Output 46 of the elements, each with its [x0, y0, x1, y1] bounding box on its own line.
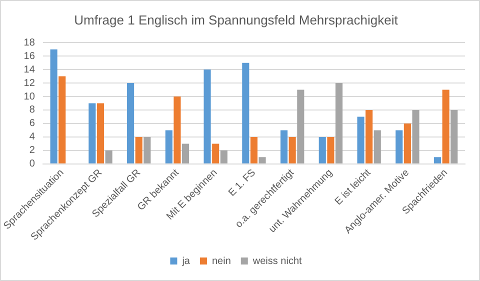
chart-title: Umfrage 1 Englisch im Spannungsfeld Mehrsprachigkeit: [74, 12, 398, 28]
bar: [220, 150, 228, 164]
bar: [96, 103, 104, 164]
legend-label: nein: [212, 256, 231, 267]
bar: [50, 49, 58, 164]
bar: [165, 130, 172, 164]
bar: [357, 116, 364, 164]
y-tick-label: 14: [24, 64, 36, 76]
bar: [174, 96, 181, 164]
bar: [88, 103, 96, 164]
y-tick-label: 18: [24, 37, 36, 48]
y-tick-label: 4: [29, 132, 36, 143]
bar: [297, 90, 304, 164]
bar: [204, 70, 211, 164]
bar: [288, 136, 296, 164]
bar: [144, 136, 151, 164]
bar: [450, 110, 458, 164]
y-tick-label: 6: [29, 118, 36, 130]
bar: [242, 62, 250, 164]
y-tick-label: 16: [24, 50, 36, 62]
y-tick-label: 2: [29, 145, 36, 156]
bar: [434, 157, 442, 164]
bar: [105, 150, 112, 164]
bar: [212, 144, 220, 164]
bar: [442, 90, 450, 164]
bar: [327, 136, 334, 164]
bar: [335, 83, 343, 164]
bar: [366, 110, 373, 164]
bar: [58, 76, 66, 164]
bar: [374, 130, 381, 164]
y-tick-label: 8: [29, 104, 36, 116]
bar: [250, 136, 258, 164]
y-tick-label: 0: [29, 158, 36, 170]
bar: [182, 144, 190, 164]
bar: [318, 136, 326, 164]
legend-label: weiss nicht: [252, 256, 302, 267]
legend-label: ja: [181, 256, 190, 267]
y-tick-label: 10: [24, 91, 36, 102]
bar: [127, 83, 134, 164]
bar: [258, 157, 266, 164]
bar: [396, 130, 403, 164]
bar: [280, 130, 288, 164]
bar: [404, 123, 411, 164]
bar: [135, 136, 142, 164]
bar: [412, 110, 420, 164]
y-tick-label: 12: [24, 78, 36, 89]
